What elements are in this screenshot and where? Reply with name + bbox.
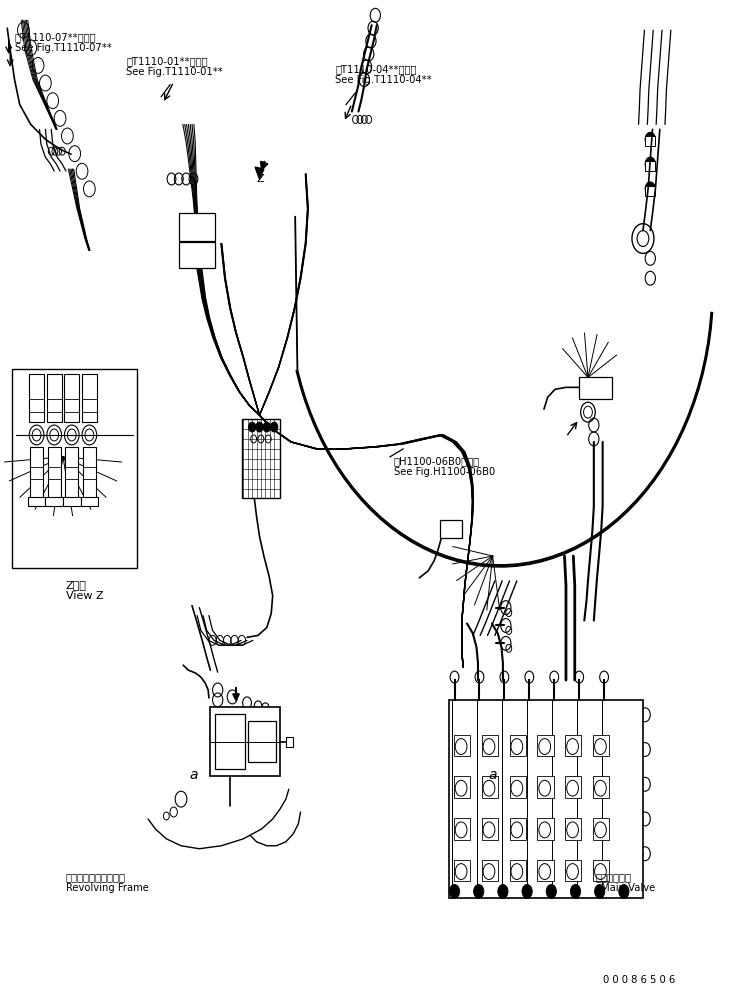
Bar xyxy=(509,735,526,756)
Bar xyxy=(565,776,581,798)
Bar xyxy=(13,370,137,569)
Bar xyxy=(537,860,553,882)
Circle shape xyxy=(498,885,508,899)
Bar xyxy=(179,214,216,242)
Bar xyxy=(82,375,96,422)
Bar xyxy=(593,860,609,882)
Text: メインバルブ: メインバルブ xyxy=(595,872,631,882)
Bar xyxy=(593,818,609,840)
Bar xyxy=(28,497,46,507)
Text: 第H1100-06B0図参照: 第H1100-06B0図参照 xyxy=(394,455,480,465)
Bar xyxy=(481,818,498,840)
Bar xyxy=(46,497,63,507)
Bar xyxy=(593,776,609,798)
Bar xyxy=(454,860,470,882)
Text: View Z: View Z xyxy=(66,590,104,600)
Bar xyxy=(454,776,470,798)
Bar xyxy=(579,378,612,400)
Bar xyxy=(454,735,470,756)
Circle shape xyxy=(522,885,532,899)
Bar xyxy=(286,737,293,746)
Bar xyxy=(80,497,98,507)
Text: See Fig.T1110-07**: See Fig.T1110-07** xyxy=(15,43,111,53)
Text: 第T1110-07**図参照: 第T1110-07**図参照 xyxy=(15,32,96,42)
Text: Revolving Frame: Revolving Frame xyxy=(66,883,149,893)
Bar xyxy=(210,707,280,776)
Bar xyxy=(565,860,581,882)
Bar xyxy=(48,447,61,499)
Text: Z: Z xyxy=(257,174,264,184)
Bar xyxy=(509,860,526,882)
Text: レボルビングフレーム: レボルビングフレーム xyxy=(66,872,126,882)
Bar xyxy=(537,735,553,756)
Circle shape xyxy=(619,885,629,899)
Text: 0 0 0 8 6 5 0 6: 0 0 0 8 6 5 0 6 xyxy=(603,974,675,984)
Bar xyxy=(63,497,80,507)
Circle shape xyxy=(645,158,656,172)
Bar xyxy=(216,714,245,769)
Text: 第T1110-01**図参照: 第T1110-01**図参照 xyxy=(126,56,208,66)
Circle shape xyxy=(271,422,277,432)
Circle shape xyxy=(450,885,460,899)
Bar xyxy=(248,721,275,762)
Circle shape xyxy=(473,885,484,899)
Circle shape xyxy=(645,133,656,147)
Circle shape xyxy=(256,422,263,432)
Bar xyxy=(65,375,79,422)
Bar xyxy=(82,447,96,499)
Bar xyxy=(440,521,462,539)
Bar xyxy=(645,187,656,197)
Text: Z　視: Z 視 xyxy=(66,580,87,589)
Text: a: a xyxy=(489,767,497,781)
Circle shape xyxy=(249,422,256,432)
Circle shape xyxy=(263,422,271,432)
Text: See Fig.H1100-06B0: See Fig.H1100-06B0 xyxy=(394,466,495,476)
Bar xyxy=(481,860,498,882)
Bar xyxy=(537,818,553,840)
Bar xyxy=(242,419,280,499)
Circle shape xyxy=(546,885,556,899)
Bar xyxy=(29,375,44,422)
Text: 第T1110-04**図参照: 第T1110-04**図参照 xyxy=(335,64,417,74)
Bar xyxy=(449,700,643,899)
Bar xyxy=(537,776,553,798)
Bar xyxy=(481,735,498,756)
Bar xyxy=(30,447,43,499)
Circle shape xyxy=(595,885,605,899)
Polygon shape xyxy=(255,168,264,180)
Bar xyxy=(645,162,656,172)
Circle shape xyxy=(645,183,656,197)
Bar xyxy=(509,776,526,798)
Bar xyxy=(565,735,581,756)
Bar xyxy=(179,244,216,269)
Circle shape xyxy=(570,885,581,899)
Bar xyxy=(454,818,470,840)
Bar xyxy=(481,776,498,798)
Text: a: a xyxy=(189,767,198,781)
Bar xyxy=(565,818,581,840)
Text: See Fig.T1110-04**: See Fig.T1110-04** xyxy=(335,75,431,84)
Text: Main Valve: Main Valve xyxy=(601,883,656,893)
Bar xyxy=(509,818,526,840)
Bar xyxy=(645,137,656,147)
Bar xyxy=(47,375,62,422)
Text: See Fig.T1110-01**: See Fig.T1110-01** xyxy=(126,67,223,77)
Bar xyxy=(593,735,609,756)
Bar xyxy=(66,447,78,499)
